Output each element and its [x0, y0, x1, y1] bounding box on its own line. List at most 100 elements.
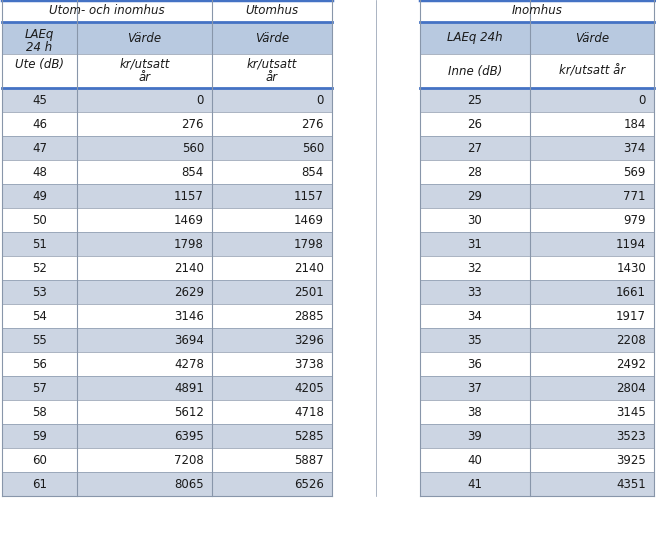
Text: 276: 276 [182, 118, 204, 131]
Text: 49: 49 [32, 189, 47, 203]
Text: Värde: Värde [575, 32, 609, 44]
Bar [420, 88, 654, 112]
Text: 52: 52 [32, 262, 47, 274]
Text: 276: 276 [302, 118, 324, 131]
Bar [420, 376, 654, 400]
Bar [420, 232, 654, 256]
Bar [420, 112, 654, 136]
Text: 4891: 4891 [174, 381, 204, 394]
Bar [2, 136, 332, 160]
Bar [2, 160, 332, 184]
Text: 4278: 4278 [174, 357, 204, 371]
Text: 1798: 1798 [174, 238, 204, 250]
Text: Utom- och inomhus: Utom- och inomhus [49, 4, 165, 18]
Text: 1469: 1469 [294, 213, 324, 226]
Text: 0: 0 [197, 94, 204, 106]
Text: 771: 771 [623, 189, 646, 203]
Bar [420, 160, 654, 184]
Bar [2, 22, 332, 54]
Text: Ute (dB): Ute (dB) [15, 58, 64, 71]
Text: 1157: 1157 [294, 189, 324, 203]
Text: 3738: 3738 [295, 357, 324, 371]
Bar [420, 136, 654, 160]
Text: 4351: 4351 [616, 478, 646, 491]
Text: 28: 28 [468, 165, 482, 179]
Text: 4718: 4718 [294, 406, 324, 418]
Text: 36: 36 [468, 357, 482, 371]
Text: 2492: 2492 [616, 357, 646, 371]
Bar [2, 376, 332, 400]
Text: 26: 26 [468, 118, 483, 131]
Text: Inomhus: Inomhus [512, 4, 562, 18]
Text: 58: 58 [32, 406, 47, 418]
Text: 4205: 4205 [295, 381, 324, 394]
Bar [2, 400, 332, 424]
Text: 5887: 5887 [295, 454, 324, 467]
Bar [2, 112, 332, 136]
Text: 48: 48 [32, 165, 47, 179]
Text: 45: 45 [32, 94, 47, 106]
Bar [2, 88, 332, 112]
Text: 61: 61 [32, 478, 47, 491]
Text: Utomhus: Utomhus [245, 4, 298, 18]
Text: 40: 40 [468, 454, 482, 467]
Text: 30: 30 [468, 213, 482, 226]
Text: 0: 0 [317, 94, 324, 106]
Text: 1430: 1430 [616, 262, 646, 274]
Text: 3925: 3925 [616, 454, 646, 467]
Text: 7208: 7208 [174, 454, 204, 467]
Text: 2501: 2501 [295, 286, 324, 299]
Text: 51: 51 [32, 238, 47, 250]
Bar [420, 352, 654, 376]
Text: 3523: 3523 [617, 430, 646, 442]
Text: 56: 56 [32, 357, 47, 371]
Text: 57: 57 [32, 381, 47, 394]
Text: 1661: 1661 [616, 286, 646, 299]
Text: Värde: Värde [255, 32, 289, 44]
Text: 35: 35 [468, 333, 482, 347]
Text: Värde: Värde [127, 32, 161, 44]
Text: 33: 33 [468, 286, 482, 299]
Text: 560: 560 [182, 141, 204, 155]
Text: år: år [138, 71, 151, 85]
Bar [2, 232, 332, 256]
Text: 2140: 2140 [174, 262, 204, 274]
Text: kr/utsatt år: kr/utsatt år [559, 65, 625, 78]
Bar [2, 54, 332, 88]
Text: 55: 55 [32, 333, 47, 347]
Text: 374: 374 [624, 141, 646, 155]
Text: 854: 854 [302, 165, 324, 179]
Text: 1469: 1469 [174, 213, 204, 226]
Text: 1798: 1798 [294, 238, 324, 250]
Bar [420, 208, 654, 232]
Bar [2, 256, 332, 280]
Bar [2, 448, 332, 472]
Text: 2804: 2804 [616, 381, 646, 394]
Bar [420, 328, 654, 352]
Text: 3146: 3146 [174, 310, 204, 323]
Text: 53: 53 [32, 286, 47, 299]
Text: LAEq 24h: LAEq 24h [447, 32, 502, 44]
Bar [420, 22, 654, 54]
Text: 2208: 2208 [616, 333, 646, 347]
Text: 5612: 5612 [174, 406, 204, 418]
Text: 6526: 6526 [294, 478, 324, 491]
Text: 1194: 1194 [616, 238, 646, 250]
Text: kr/utsatt: kr/utsatt [119, 58, 170, 71]
Bar [2, 424, 332, 448]
Text: 25: 25 [468, 94, 482, 106]
Text: 560: 560 [302, 141, 324, 155]
Text: 1157: 1157 [174, 189, 204, 203]
Bar [420, 280, 654, 304]
Text: kr/utsatt: kr/utsatt [247, 58, 297, 71]
Text: 3145: 3145 [616, 406, 646, 418]
Text: 24 h: 24 h [26, 41, 52, 54]
Bar [420, 424, 654, 448]
Bar [420, 472, 654, 496]
Text: LAEq: LAEq [25, 28, 54, 41]
Bar [2, 280, 332, 304]
Text: 29: 29 [468, 189, 483, 203]
Text: 3296: 3296 [294, 333, 324, 347]
Text: 60: 60 [32, 454, 47, 467]
Text: 979: 979 [623, 213, 646, 226]
